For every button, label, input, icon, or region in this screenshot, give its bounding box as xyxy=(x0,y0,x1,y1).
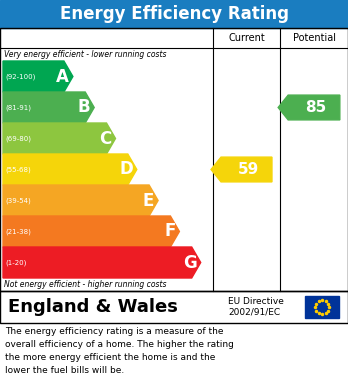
Text: EU Directive: EU Directive xyxy=(228,298,284,307)
Text: (92-100): (92-100) xyxy=(5,73,35,80)
Text: (69-80): (69-80) xyxy=(5,135,31,142)
Polygon shape xyxy=(3,123,116,154)
Bar xyxy=(0,0,348,28)
Text: Energy Efficiency Rating: Energy Efficiency Rating xyxy=(60,5,288,23)
Polygon shape xyxy=(3,92,94,123)
Text: 85: 85 xyxy=(306,100,327,115)
Text: Not energy efficient - higher running costs: Not energy efficient - higher running co… xyxy=(4,280,166,289)
Polygon shape xyxy=(3,247,201,278)
Text: Very energy efficient - lower running costs: Very energy efficient - lower running co… xyxy=(4,50,166,59)
Text: D: D xyxy=(119,160,133,179)
Polygon shape xyxy=(3,61,73,92)
Text: (1-20): (1-20) xyxy=(5,259,26,266)
Text: (21-38): (21-38) xyxy=(5,228,31,235)
Text: 59: 59 xyxy=(238,162,259,177)
Polygon shape xyxy=(278,95,340,120)
Text: E: E xyxy=(143,192,154,210)
Text: B: B xyxy=(78,99,90,117)
Text: 2002/91/EC: 2002/91/EC xyxy=(228,307,280,316)
Bar xyxy=(0,291,348,323)
Polygon shape xyxy=(3,216,180,247)
Text: (39-54): (39-54) xyxy=(5,197,31,204)
Polygon shape xyxy=(3,185,158,216)
Polygon shape xyxy=(3,154,137,185)
Bar xyxy=(305,296,339,318)
Text: (55-68): (55-68) xyxy=(5,166,31,173)
Text: The energy efficiency rating is a measure of the
overall efficiency of a home. T: The energy efficiency rating is a measur… xyxy=(5,327,234,375)
Text: Current: Current xyxy=(228,33,265,43)
Text: England & Wales: England & Wales xyxy=(8,298,178,316)
Text: (81-91): (81-91) xyxy=(5,104,31,111)
Bar xyxy=(0,28,348,291)
Text: F: F xyxy=(164,222,175,240)
Polygon shape xyxy=(211,157,272,182)
Text: G: G xyxy=(183,253,197,271)
Text: Potential: Potential xyxy=(293,33,335,43)
Text: C: C xyxy=(99,129,111,147)
Text: A: A xyxy=(56,68,69,86)
